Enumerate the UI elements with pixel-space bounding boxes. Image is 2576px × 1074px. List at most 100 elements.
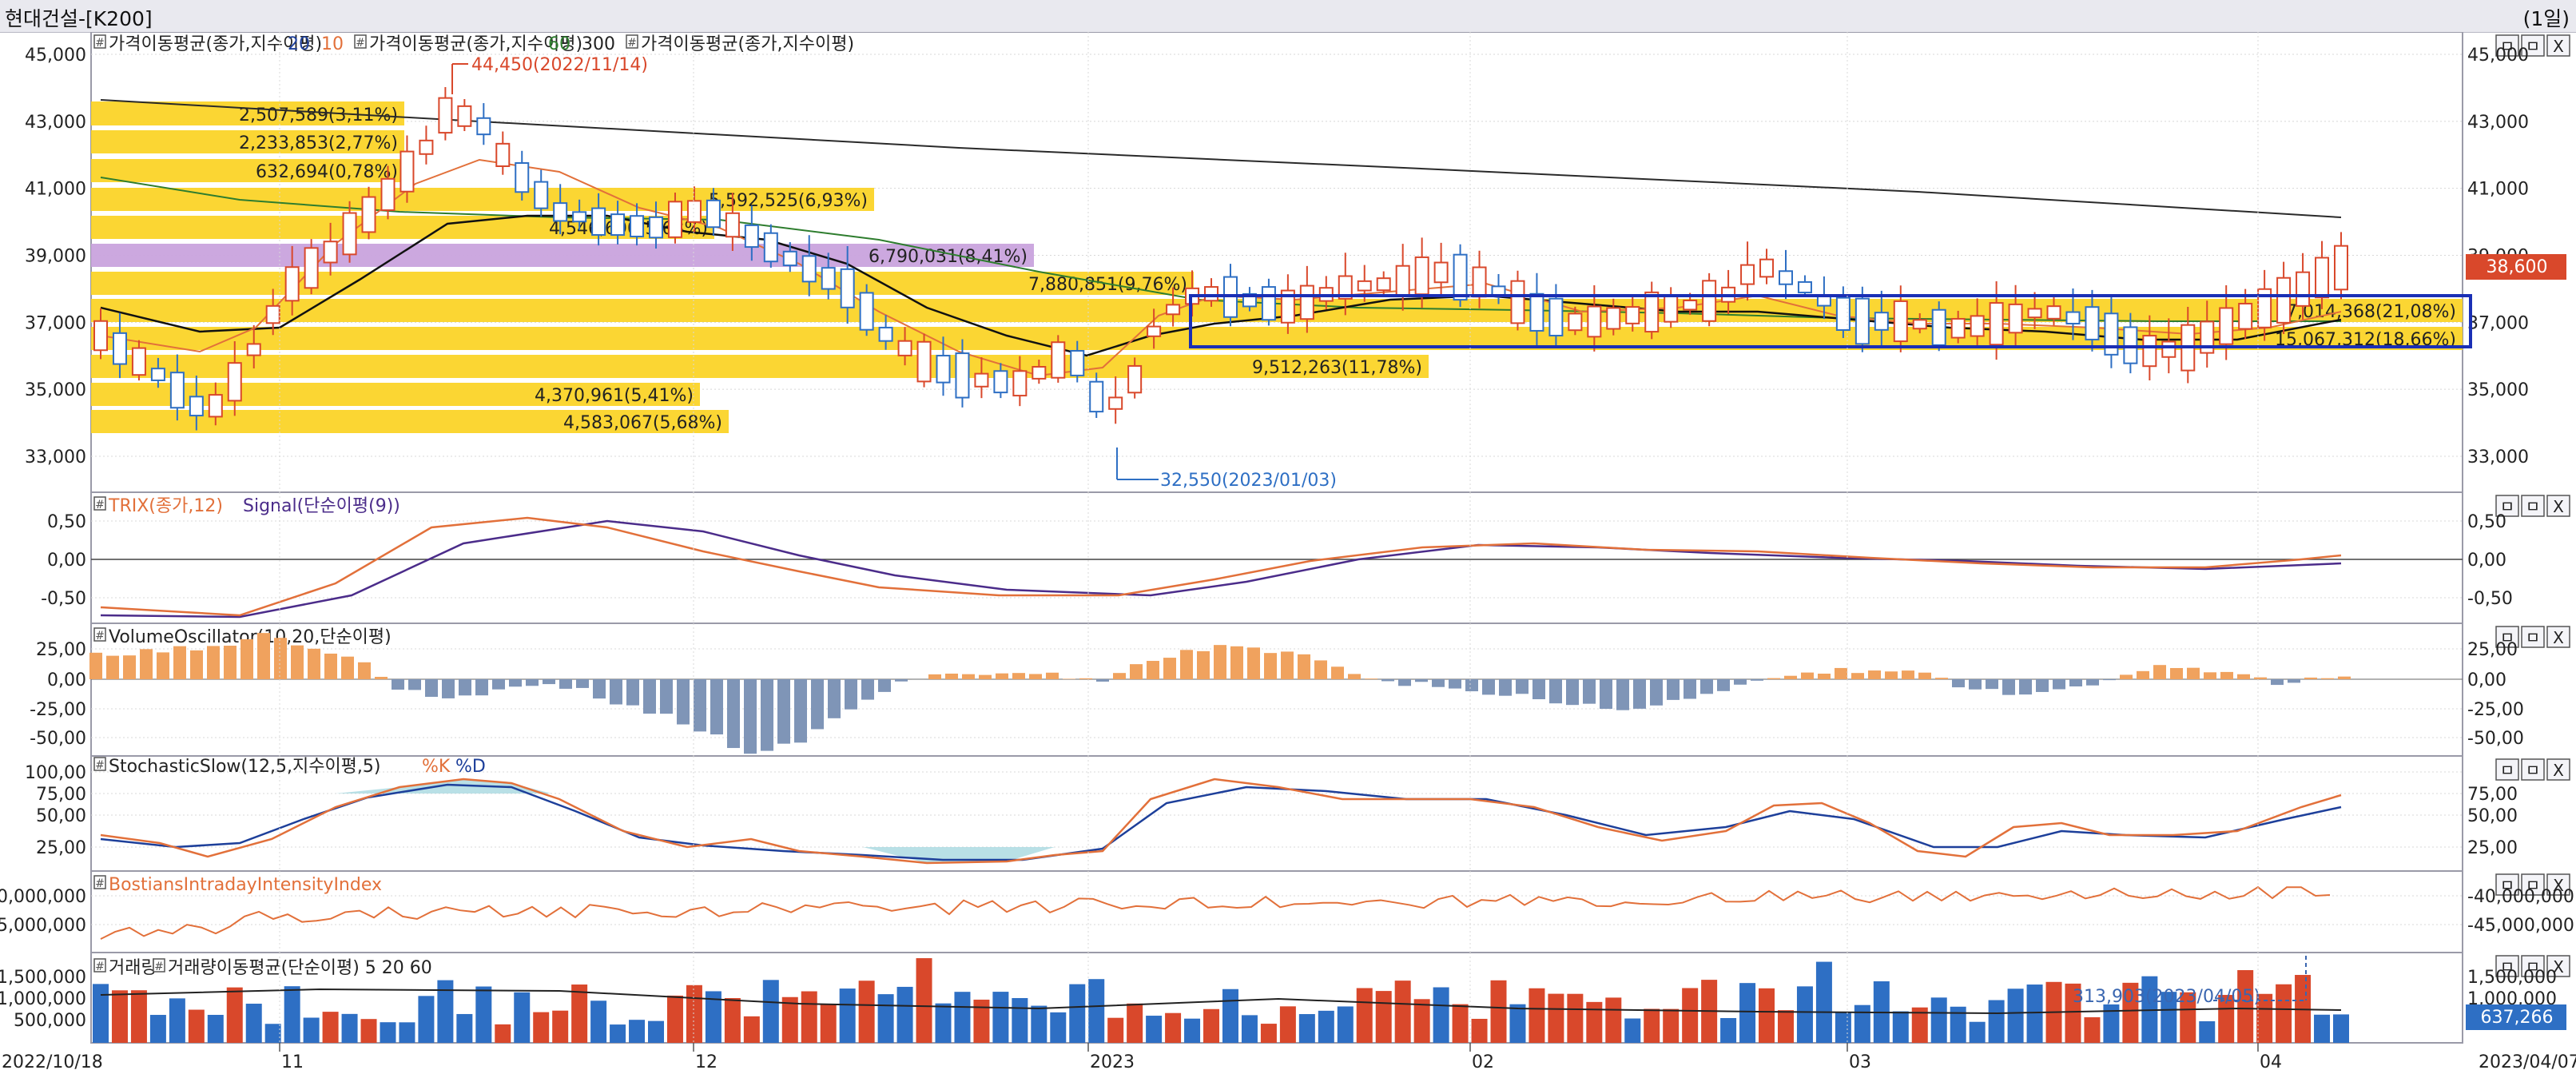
vo-bar (694, 679, 706, 732)
volume-bar (610, 1024, 626, 1043)
candle (323, 222, 338, 276)
current-volume-value: 637,266 (2481, 1008, 2554, 1028)
trix-y-tick: -0,50 (41, 589, 86, 609)
volume-bar (533, 1012, 550, 1043)
vo-bar (1684, 679, 1696, 699)
price-legend-text: 가격이동평균(종가,지수이평) (109, 34, 322, 54)
pane-minimize-button[interactable]: ㅁ (2495, 495, 2519, 517)
pane-minimize-button[interactable]: ㅁ (2495, 758, 2519, 781)
candle (1166, 287, 1181, 327)
vo-bar (1986, 679, 1998, 690)
vo-bar (1029, 674, 1042, 679)
bii-legend-icon (93, 875, 106, 889)
vo-bar (593, 679, 606, 699)
vo-bar (341, 656, 354, 679)
volume-bar (1950, 1006, 1966, 1043)
vo-bar (2288, 679, 2300, 683)
volume-bar (1241, 1015, 1258, 1043)
volume-bar (1644, 1008, 1660, 1043)
vo-bar (2187, 667, 2200, 679)
vo-bar (1583, 679, 1596, 704)
pane-maximize-button[interactable]: ㅁ (2521, 626, 2545, 648)
vo-bar (106, 655, 119, 679)
candle (2334, 232, 2348, 300)
svg-text:ㅁ: ㅁ (2500, 761, 2514, 780)
volume-bar (418, 996, 435, 1043)
vo-bar (1650, 679, 1663, 706)
price-legend-icon (626, 34, 638, 49)
volume-y-tick-right: 1,500,000 (2467, 968, 2557, 988)
volume-bar (686, 985, 702, 1043)
candle (1740, 241, 1755, 301)
volume-bar (2333, 1014, 2349, 1043)
vo-y-tick-right: -25,00 (2467, 700, 2524, 720)
vo-bar (257, 633, 270, 679)
svg-text:ㅁ: ㅁ (2500, 628, 2514, 647)
volume-bar (475, 986, 492, 1043)
date-label: 2023/04/07 (2479, 1052, 2576, 1072)
pane-close-button[interactable]: X (2546, 873, 2570, 896)
stoch-d-line (100, 783, 2342, 861)
volume-bar (226, 987, 243, 1043)
stoch-y-tick: 50,00 (36, 806, 86, 826)
date-label: 12 (695, 1052, 718, 1072)
stoch-y-tick-right: 75,00 (2467, 785, 2518, 805)
vo-bar (2002, 679, 2015, 695)
pane-minimize-button[interactable]: ㅁ (2495, 34, 2519, 57)
candle (342, 201, 357, 263)
volume-bar (1107, 1017, 1124, 1043)
candle (2065, 288, 2081, 340)
pane-maximize-button[interactable]: ㅁ (2521, 495, 2545, 517)
candle (457, 98, 472, 132)
svg-text:ㅁ: ㅁ (2500, 957, 2514, 977)
vo-bar (2153, 665, 2166, 679)
vo-bar (1717, 679, 1730, 691)
candle (572, 199, 587, 231)
volume-bar (1203, 1008, 1220, 1043)
pane-close-button[interactable]: X (2546, 34, 2570, 57)
vo-y-tick: 0,00 (47, 670, 86, 690)
volume-bar (571, 985, 588, 1043)
volume-bar (1930, 997, 1947, 1043)
candle (1568, 306, 1583, 336)
volume-profile-bar (91, 159, 404, 182)
vo-bar (2170, 667, 2183, 679)
vo-bar (878, 679, 891, 692)
candle (1606, 298, 1621, 336)
vo-bar (1667, 679, 1680, 700)
pane-close-button[interactable]: X (2546, 626, 2570, 648)
volume-bar (724, 997, 741, 1043)
candle (1338, 253, 1353, 316)
volume-bar (130, 990, 147, 1043)
pane-maximize-button[interactable]: ㅁ (2521, 955, 2545, 977)
candle (1529, 272, 1544, 346)
stock-title: 현대건설-[K200] (5, 7, 153, 30)
pane-close-button[interactable]: X (2546, 495, 2570, 517)
pane-maximize-button[interactable]: ㅁ (2521, 873, 2545, 896)
vo-bar (543, 679, 555, 685)
pane-maximize-button[interactable]: ㅁ (2521, 758, 2545, 781)
date-label: 03 (1849, 1052, 1871, 1072)
pane-close-button[interactable]: X (2546, 955, 2570, 977)
vo-bar (895, 679, 908, 682)
vo-bar (2254, 677, 2267, 679)
candle (515, 150, 530, 201)
candle (2257, 269, 2272, 341)
price-legend-icon (93, 34, 106, 49)
pane-minimize-button[interactable]: ㅁ (2495, 626, 2519, 648)
vo-bar (442, 679, 455, 698)
volume-profile-bar (91, 244, 1034, 267)
candle (1147, 308, 1162, 349)
volume-bar (858, 981, 875, 1043)
trix-y-tick-right: 0,00 (2467, 551, 2506, 571)
vo-bar (962, 674, 975, 679)
pane-minimize-button[interactable]: ㅁ (2495, 955, 2519, 977)
volume-bar (1720, 1017, 1737, 1043)
price-legend-icon-glyph: # (627, 37, 637, 50)
candle (936, 336, 951, 396)
pane-minimize-button[interactable]: ㅁ (2495, 873, 2519, 896)
pane-close-button[interactable]: X (2546, 758, 2570, 781)
pane-maximize-button[interactable]: ㅁ (2521, 34, 2545, 57)
svg-text:ㅁ: ㅁ (2526, 876, 2540, 895)
